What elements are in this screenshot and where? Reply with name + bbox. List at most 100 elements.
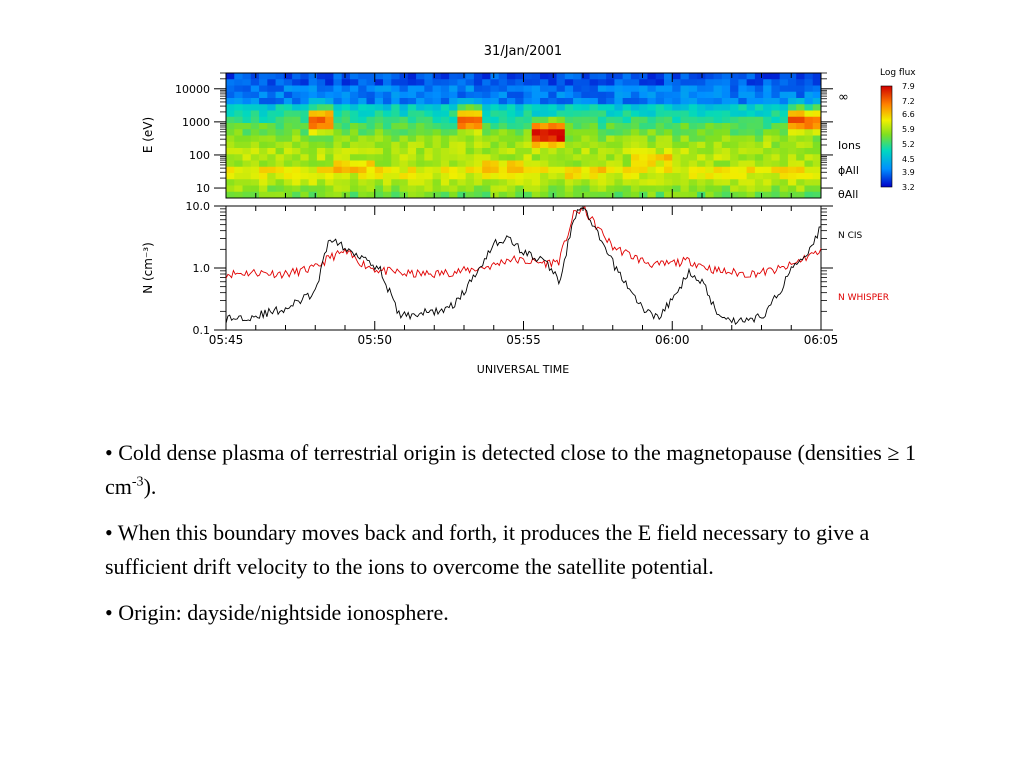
spectrogram-cell	[787, 166, 797, 174]
spectrogram-cell	[424, 98, 433, 105]
spectrogram-cell	[556, 73, 566, 80]
spectrogram-cell	[349, 141, 359, 149]
spectrogram-cell	[688, 91, 698, 99]
spectrogram-cell	[622, 154, 632, 161]
spectrogram-cell	[771, 166, 781, 174]
spectrogram-cell	[333, 173, 343, 180]
spectrogram-cell	[787, 123, 797, 130]
spectrogram-cell	[391, 104, 400, 111]
spectrogram-cell	[341, 160, 351, 168]
spectrogram-cell	[639, 148, 648, 155]
spectrogram-cell	[325, 79, 334, 86]
spectrogram-cell	[697, 91, 706, 99]
spectrogram-cell	[498, 173, 508, 180]
spectrogram-cell	[630, 104, 640, 111]
spectrogram-cell	[308, 79, 318, 86]
spectrogram-cell	[498, 73, 508, 80]
spectrogram-cell	[746, 179, 756, 186]
spectrogram-cell	[349, 173, 359, 180]
spectrogram-cell	[812, 91, 822, 99]
spectrogram-cell	[523, 91, 533, 99]
spectrogram-cell	[424, 73, 433, 80]
spectrogram-cell	[300, 116, 310, 124]
spectrogram-cell	[283, 148, 293, 155]
spectrogram-cell	[325, 116, 334, 124]
spectrogram-cell	[250, 173, 260, 180]
spectrogram-cell	[449, 173, 458, 180]
spectrogram-cell	[548, 160, 557, 168]
spectrogram-cell	[655, 123, 665, 130]
spectrogram-cell	[374, 166, 384, 174]
spectrogram-cell	[267, 160, 276, 168]
spectrogram-cell	[349, 154, 359, 161]
spectrogram-cell	[465, 191, 475, 199]
spectrogram-cell	[548, 129, 557, 136]
spectrogram-cell	[647, 135, 657, 143]
spectrogram-cell	[614, 73, 624, 80]
spectrogram-cell	[589, 123, 599, 130]
spectrogram-cell	[804, 104, 814, 111]
spectrogram-cell	[606, 123, 615, 130]
spectrogram-cell	[589, 135, 599, 143]
spectrogram-cell	[316, 85, 326, 93]
spectrogram-cell	[250, 123, 260, 130]
spectrogram-cell	[779, 91, 789, 99]
spectrogram-cell	[449, 135, 458, 143]
spectrogram-cell	[680, 91, 690, 99]
spectrogram-cell	[490, 185, 500, 193]
spectrogram-cell	[473, 98, 483, 105]
spectrogram-cell	[267, 179, 276, 186]
spectrogram-cell	[308, 141, 318, 149]
spectrogram-cell	[606, 148, 615, 155]
spectrogram-cell	[672, 98, 681, 105]
spectrogram-cell	[457, 179, 467, 186]
spectrogram-cell	[250, 179, 260, 186]
spectrogram-cell	[391, 154, 400, 161]
spectrogram-cell	[515, 98, 524, 105]
spectrogram-cell	[663, 110, 673, 118]
spectrogram-cell	[655, 173, 665, 180]
spectrogram-cell	[606, 79, 615, 86]
spectrogram-cell	[325, 85, 334, 93]
spectrogram-cell	[416, 185, 425, 193]
spectrogram-cell	[259, 135, 268, 143]
spectrogram-cell	[416, 91, 425, 99]
spectrogram-cell	[655, 141, 665, 149]
spectrogram-cell	[812, 179, 822, 186]
spectrogram-cell	[226, 116, 235, 124]
spectrogram-cell	[787, 141, 797, 149]
spectrogram-cell	[498, 104, 508, 111]
spectrogram-cell	[531, 141, 541, 149]
spectrogram-cell	[482, 173, 491, 180]
spectrogram-right-label: θAll	[838, 188, 858, 201]
spectrogram-cell	[548, 110, 557, 118]
spectrogram-cell	[234, 129, 243, 136]
spectrogram-cell	[457, 135, 467, 143]
spectrogram-cell	[647, 104, 657, 111]
spectrogram-cell	[267, 166, 276, 174]
spectrogram-cell	[589, 91, 599, 99]
spectrogram-cell	[672, 141, 681, 149]
spectrogram-cell	[779, 191, 789, 199]
spectrogram-cell	[399, 116, 409, 124]
spectrogram-cell	[449, 110, 458, 118]
spectrogram-cell	[548, 135, 557, 143]
spectrogram-cell	[465, 160, 475, 168]
spectrogram-cell	[771, 160, 781, 168]
spectrogram-cell	[754, 91, 764, 99]
spectrogram-cell	[416, 110, 425, 118]
spectrogram-cell	[754, 179, 764, 186]
spectrogram-cell	[647, 179, 657, 186]
spectrogram-cell	[226, 191, 235, 199]
spectrogram-cell	[787, 191, 797, 199]
spectrogram-cell	[771, 79, 781, 86]
spectrogram-cell	[531, 179, 541, 186]
spectrogram-cell	[639, 185, 648, 193]
spectrogram-cell	[771, 148, 781, 155]
spectrogram-cell	[804, 73, 814, 80]
spectrogram-cell	[581, 91, 591, 99]
spectrogram-cell	[573, 85, 582, 93]
spectrogram-cell	[573, 160, 582, 168]
spectrogram-cell	[292, 123, 301, 130]
spectrogram-cell	[730, 129, 739, 136]
